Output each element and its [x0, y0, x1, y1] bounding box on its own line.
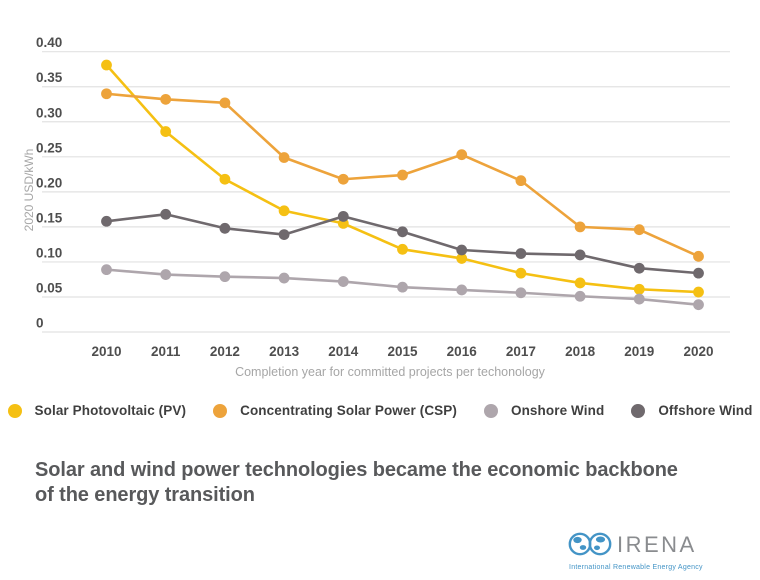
data-point-concentrating-solar-power-csp: [515, 175, 527, 187]
data-point-solar-photovoltaic-pv: [160, 126, 172, 137]
data-point-offshore-wind: [515, 248, 527, 259]
data-point-onshore-wind: [693, 299, 704, 311]
legend-dot-solar-photovoltaic-pv: [7, 403, 22, 418]
legend-item-onshore-wind: Onshore Wind: [483, 403, 605, 418]
data-point-onshore-wind: [160, 269, 172, 280]
irena-logo-lockup: IRENA: [568, 532, 697, 557]
legend-dot-offshore-wind: [631, 403, 646, 418]
data-point-concentrating-solar-power-csp: [693, 250, 704, 262]
x-tick-label: 2020: [683, 344, 713, 359]
data-point-offshore-wind: [219, 222, 231, 234]
legend-dot-concentrating-solar-power-csp: [213, 403, 228, 418]
data-point-offshore-wind: [101, 215, 112, 227]
data-point-concentrating-solar-power-csp: [278, 152, 290, 163]
data-point-offshore-wind: [397, 226, 408, 238]
data-point-concentrating-solar-power-csp: [160, 93, 172, 105]
chart-caption: Solar and wind power technologies became…: [35, 458, 715, 508]
legend-label-onshore-wind: Onshore Wind: [510, 403, 605, 418]
data-point-onshore-wind: [219, 271, 231, 283]
lcoe-line-chart: 0 0.05 0.10 0.15 0.20 0.25 0.30 0.35 0.40 2020 US…: [22, 35, 730, 379]
data-point-solar-photovoltaic-pv: [574, 277, 586, 289]
x-tick-label: 2013: [269, 344, 300, 359]
data-point-onshore-wind: [574, 290, 586, 302]
data-point-solar-photovoltaic-pv: [693, 286, 704, 298]
irena-tagline: International Renewable Energy Agency: [569, 564, 703, 571]
data-point-concentrating-solar-power-csp: [633, 224, 645, 236]
data-point-offshore-wind: [693, 267, 704, 279]
data-point-solar-photovoltaic-pv: [278, 205, 290, 217]
data-point-solar-photovoltaic-pv: [397, 243, 408, 255]
data-point-concentrating-solar-power-csp: [456, 149, 468, 161]
data-point-concentrating-solar-power-csp: [337, 173, 349, 185]
irena-wordmark: IRENA: [617, 532, 697, 557]
data-point-onshore-wind: [515, 287, 527, 299]
data-point-concentrating-solar-power-csp: [219, 97, 231, 109]
data-point-offshore-wind: [160, 208, 172, 220]
data-point-onshore-wind: [337, 276, 349, 287]
data-point-solar-photovoltaic-pv: [633, 283, 645, 295]
x-tick-label: 2010: [91, 344, 121, 359]
series-line-offshore-wind: [105, 212, 700, 275]
caption-line-2: of the energy transition: [35, 484, 255, 506]
data-point-offshore-wind: [633, 262, 645, 274]
legend-label-solar-photovoltaic-pv: Solar Photovoltaic (PV): [34, 403, 187, 418]
data-point-onshore-wind: [456, 284, 468, 296]
y-tick-label: 0.15: [36, 210, 63, 225]
y-tick-label: 0.10: [36, 245, 62, 260]
irena-logo: IRENA International Renewable Energy Age…: [567, 529, 727, 571]
data-point-concentrating-solar-power-csp: [397, 169, 408, 181]
data-point-solar-photovoltaic-pv: [456, 253, 468, 264]
data-point-onshore-wind: [278, 272, 290, 284]
data-point-offshore-wind: [337, 210, 349, 222]
x-tick-label: 2016: [447, 344, 478, 359]
legend-item-solar-photovoltaic-pv: Solar Photovoltaic (PV): [7, 403, 187, 418]
y-tick-label: 0.25: [36, 140, 63, 155]
x-axis-title: Completion year for committed projects p…: [235, 365, 546, 379]
y-axis-title: 2020 USD/kWh: [22, 149, 36, 232]
x-tick-label: 2018: [565, 344, 596, 359]
irena-globe-icon: [568, 532, 612, 556]
data-point-concentrating-solar-power-csp: [101, 88, 112, 100]
data-point-solar-photovoltaic-pv: [101, 59, 112, 71]
y-tick-label: 0.40: [36, 35, 62, 50]
data-point-offshore-wind: [278, 229, 290, 240]
data-point-solar-photovoltaic-pv: [219, 173, 231, 185]
chart-legend: Solar Photovoltaic (PV) Concentrating Sol…: [0, 403, 760, 418]
y-tick-label: 0.20: [36, 175, 62, 190]
legend-label-offshore-wind: Offshore Wind: [658, 403, 753, 418]
y-tick-label: 0.30: [36, 105, 62, 120]
data-point-concentrating-solar-power-csp: [574, 221, 586, 233]
data-point-offshore-wind: [456, 244, 468, 256]
data-point-onshore-wind: [633, 293, 645, 305]
x-tick-label: 2017: [506, 344, 536, 359]
legend-dot-onshore-wind: [483, 403, 498, 418]
legend-item-offshore-wind: Offshore Wind: [631, 403, 752, 418]
data-point-onshore-wind: [101, 264, 112, 276]
x-tick-label: 2019: [624, 344, 654, 359]
data-point-solar-photovoltaic-pv: [515, 267, 527, 279]
x-tick-label: 2011: [151, 344, 181, 359]
x-tick-label: 2014: [328, 344, 359, 359]
x-tick-label: 2012: [210, 344, 240, 359]
x-tick-label: 2015: [387, 344, 418, 359]
data-point-onshore-wind: [397, 281, 408, 293]
y-tick-label: 0: [36, 316, 44, 331]
data-point-offshore-wind: [574, 249, 586, 261]
legend-item-concentrating-solar-power-csp: Concentrating Solar Power (CSP): [213, 403, 457, 418]
y-tick-label: 0.35: [36, 70, 63, 85]
legend-label-concentrating-solar-power-csp: Concentrating Solar Power (CSP): [240, 403, 457, 418]
y-tick-label: 0.05: [36, 280, 63, 295]
caption-line-1: Solar and wind power technologies became…: [35, 459, 678, 481]
